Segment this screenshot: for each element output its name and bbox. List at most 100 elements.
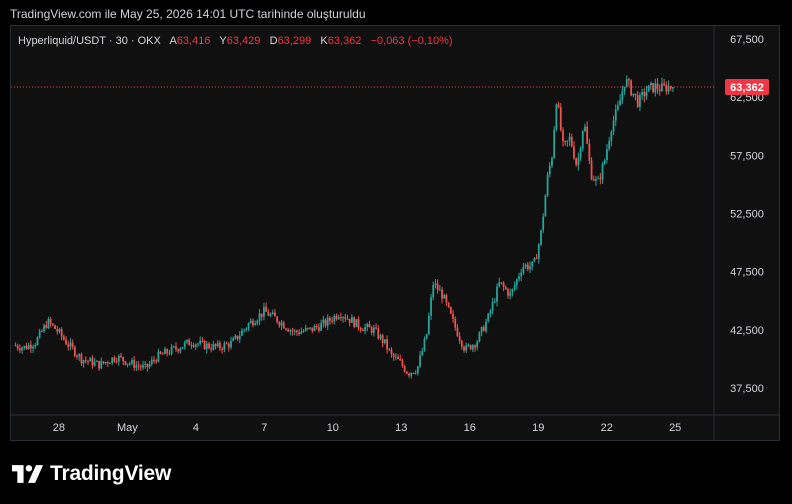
candle-body: [507, 289, 509, 296]
candle-body: [188, 339, 191, 346]
candle-body: [256, 320, 259, 324]
candle-body: [656, 83, 659, 90]
candle-body: [65, 339, 67, 345]
candle-body: [590, 160, 593, 180]
snapshot-header: TradingView.com ile May 25, 2026 14:01 U…: [10, 7, 366, 21]
candle-body: [36, 337, 39, 345]
candle-body: [663, 83, 666, 86]
candle-body: [509, 292, 512, 296]
candle-body: [597, 178, 600, 180]
candle-body: [603, 159, 606, 164]
tradingview-brand[interactable]: TradingView: [12, 462, 171, 486]
candle-body: [32, 346, 34, 349]
candle-body: [478, 332, 481, 342]
candle-body: [67, 344, 70, 347]
candle-body: [47, 319, 50, 329]
candle-body: [230, 340, 232, 348]
candle-body: [445, 295, 448, 303]
candle-body: [109, 363, 111, 365]
candle-body: [302, 330, 305, 332]
candle-body: [313, 325, 316, 332]
candle-body: [190, 345, 193, 347]
candle-body: [205, 343, 208, 350]
candle-body: [282, 322, 285, 329]
candle-body: [614, 109, 617, 121]
candle-body: [89, 358, 92, 362]
candle-body: [449, 306, 452, 314]
candle-body: [73, 346, 76, 356]
time-axis-label: 7: [261, 422, 267, 434]
price-axis-label: 47,500: [730, 267, 764, 279]
candle-body: [542, 216, 545, 231]
candle-body: [355, 319, 358, 327]
candle-body: [414, 372, 417, 374]
candle-body: [399, 359, 402, 361]
candle-body: [51, 323, 54, 326]
candle-body: [513, 285, 516, 290]
candle-body: [243, 329, 246, 331]
candle-body: [175, 346, 177, 350]
candle-body: [383, 339, 386, 344]
candle-body: [133, 360, 136, 368]
price-axis-label: 37,500: [730, 383, 764, 395]
candle-body: [344, 317, 347, 319]
candle-body: [183, 342, 186, 348]
candle-body: [500, 282, 503, 284]
legend-low-value: 63,299: [277, 35, 312, 47]
legend-open-label: A: [169, 35, 177, 47]
price-axis-label: 52,500: [730, 209, 764, 221]
candle-body: [630, 80, 633, 96]
candle-body: [443, 295, 446, 299]
candle-body: [392, 354, 395, 357]
candle-body: [419, 355, 421, 367]
candle-body: [610, 131, 613, 142]
candle-body: [474, 345, 476, 348]
candle-body: [263, 306, 265, 317]
candle-body: [621, 91, 624, 101]
candle-body: [531, 261, 534, 267]
candle-body: [645, 91, 648, 97]
chart-legend: Hyperliquid/USDT · 30 · OKX A63,416 Y63,…: [18, 35, 453, 47]
candle-body: [650, 83, 652, 86]
candle-body: [410, 372, 413, 376]
candle-body: [324, 319, 327, 326]
candle-body: [95, 360, 98, 362]
candle-body: [480, 326, 483, 333]
candle-body: [643, 91, 646, 97]
candle-body: [502, 282, 505, 287]
candle-body: [18, 348, 21, 351]
candle-body: [647, 85, 650, 92]
candle-body: [76, 355, 78, 357]
candle-body: [14, 345, 17, 347]
candle-body: [526, 264, 529, 270]
candle-body: [452, 313, 454, 319]
candle-body: [287, 329, 290, 332]
candle-body: [274, 312, 276, 317]
candle-body: [84, 360, 87, 362]
legend-low-label: D: [269, 35, 278, 47]
candle-body: [139, 366, 142, 368]
candle-body: [29, 344, 32, 349]
chart-frame[interactable]: 67,500 62,500 57,500 52,500 47,500 42,500 37,5…: [10, 25, 780, 441]
candle-body: [573, 146, 575, 159]
time-axis-label: 4: [193, 422, 199, 434]
candle-body: [401, 360, 404, 367]
chart-plot[interactable]: 67,500 62,500 57,500 52,500 47,500 42,500 37,5…: [11, 26, 780, 441]
candle-body: [331, 320, 334, 322]
candle-body: [375, 327, 377, 329]
candle-body: [357, 319, 360, 328]
candle-body: [311, 327, 314, 332]
candle-body: [498, 282, 501, 287]
candle-body: [238, 335, 241, 340]
candle-body: [471, 345, 474, 350]
candle-body: [423, 338, 426, 351]
candle-body: [318, 327, 320, 331]
candle-body: [278, 322, 281, 326]
candle-body: [91, 358, 94, 366]
candle-body: [612, 120, 615, 132]
price-axis-label: 62,500: [730, 92, 764, 104]
candle-body: [397, 356, 399, 360]
candle-body: [78, 354, 81, 357]
candle-body: [80, 354, 83, 364]
candle-body: [58, 329, 61, 332]
